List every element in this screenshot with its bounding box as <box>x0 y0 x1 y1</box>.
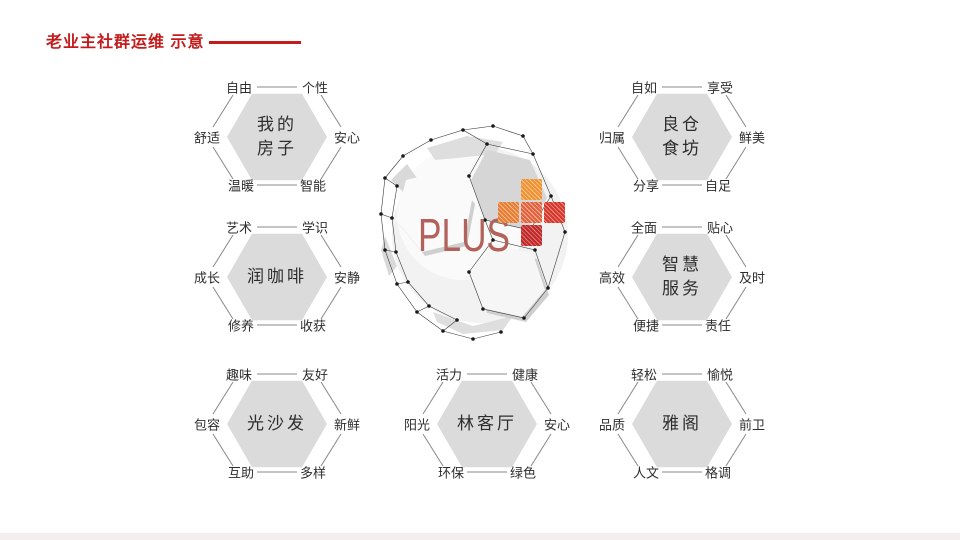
plus-block-top <box>521 179 542 200</box>
keyword-label: 多样 <box>299 465 327 481</box>
cluster-title: 润咖啡 <box>247 267 307 287</box>
keyword-label: 舒适 <box>193 130 221 146</box>
keyword-label: 愉悦 <box>706 367 734 383</box>
keyword-label: 格调 <box>704 465 732 481</box>
keyword-label: 个性 <box>301 80 329 96</box>
keyword-label: 责任 <box>704 318 732 334</box>
keyword-label: 人文 <box>632 465 660 481</box>
keyword-label: 自如 <box>630 80 658 96</box>
keyword-label: 成长 <box>193 270 221 286</box>
keyword-label: 全面 <box>630 220 658 236</box>
keyword-label: 阳光 <box>403 417 431 433</box>
keyword-label: 归属 <box>598 130 626 146</box>
keyword-label: 享受 <box>706 80 734 96</box>
plus-block-bottom <box>521 225 542 246</box>
keyword-label: 友好 <box>301 367 329 383</box>
keyword-label: 贴心 <box>706 220 734 236</box>
hexagon-cluster-smart-service: 全面 贴心 高效 及时 便捷 责任 智慧 服务 <box>582 215 782 339</box>
hexagon-cluster-light-sofa: 趣味 友好 包容 新鲜 互助 多样 光沙发 <box>177 362 377 486</box>
title-dash-line <box>209 41 302 44</box>
keyword-label: 趣味 <box>225 367 253 383</box>
plus-block-right <box>544 202 565 223</box>
cluster-title: 林客厅 <box>457 414 517 434</box>
keyword-label: 及时 <box>738 270 766 286</box>
keyword-label: 安静 <box>333 270 361 286</box>
keyword-label: 分享 <box>632 178 660 194</box>
cluster-title: 我的 房子 <box>257 115 297 158</box>
cluster-title: 良仓 食坊 <box>662 115 702 158</box>
hexagon-cluster-my-house: 自由 个性 舒适 安心 温暖 智能 我的 房子 <box>177 75 377 199</box>
keyword-label: 健康 <box>511 367 539 383</box>
keyword-label: 鲜美 <box>738 130 766 146</box>
hexagon-cluster-food-workshop: 自如 享受 归属 鲜美 分享 自足 良仓 食坊 <box>582 75 782 199</box>
keyword-label: 绿色 <box>509 465 537 481</box>
keyword-label: 智能 <box>299 178 327 194</box>
keyword-label: 便捷 <box>632 318 660 334</box>
keyword-label: 学识 <box>301 220 329 236</box>
hexagon-cluster-elegant-pavilion: 轻松 愉悦 品质 前卫 人文 格调 雅阁 <box>582 362 782 486</box>
wireframe-vertex-dots <box>379 124 567 341</box>
keyword-label: 新鲜 <box>333 417 361 433</box>
keyword-label: 互助 <box>227 465 255 481</box>
keyword-label: 安心 <box>333 130 361 146</box>
keyword-label: 活力 <box>435 367 463 383</box>
keyword-label: 收获 <box>299 318 327 334</box>
keyword-label: 包容 <box>193 417 221 433</box>
plus-block-middle <box>521 202 542 223</box>
keyword-label: 高效 <box>598 270 626 286</box>
plus-block-left <box>498 202 519 223</box>
keyword-label: 安心 <box>543 417 571 433</box>
cluster-title: 雅阁 <box>662 414 702 434</box>
slide-header: 老业主社群运维 示意 <box>46 28 302 51</box>
page-title: 老业主社群运维 示意 <box>46 34 205 51</box>
keyword-label: 环保 <box>437 465 465 481</box>
keyword-label: 轻松 <box>630 367 658 383</box>
plus-logo-text: PLUS <box>418 209 510 261</box>
cluster-title: 智慧 服务 <box>662 255 702 298</box>
keyword-label: 温暖 <box>227 178 255 194</box>
hexagon-cluster-run-cafe: 艺术 学识 成长 安静 修养 收获 润咖啡 <box>177 215 377 339</box>
plus-mosaic-icon <box>498 179 565 246</box>
keyword-label: 自由 <box>225 80 253 96</box>
keyword-label: 自足 <box>704 178 732 194</box>
footer-strip <box>0 533 960 540</box>
keyword-label: 前卫 <box>738 417 766 433</box>
keyword-label: 艺术 <box>225 220 253 236</box>
keyword-label: 修养 <box>227 318 255 334</box>
keyword-label: 品质 <box>598 417 626 433</box>
hexagon-cluster-forest-livingroom: 活力 健康 阳光 安心 环保 绿色 林客厅 <box>387 362 587 486</box>
cluster-title: 光沙发 <box>247 414 307 434</box>
